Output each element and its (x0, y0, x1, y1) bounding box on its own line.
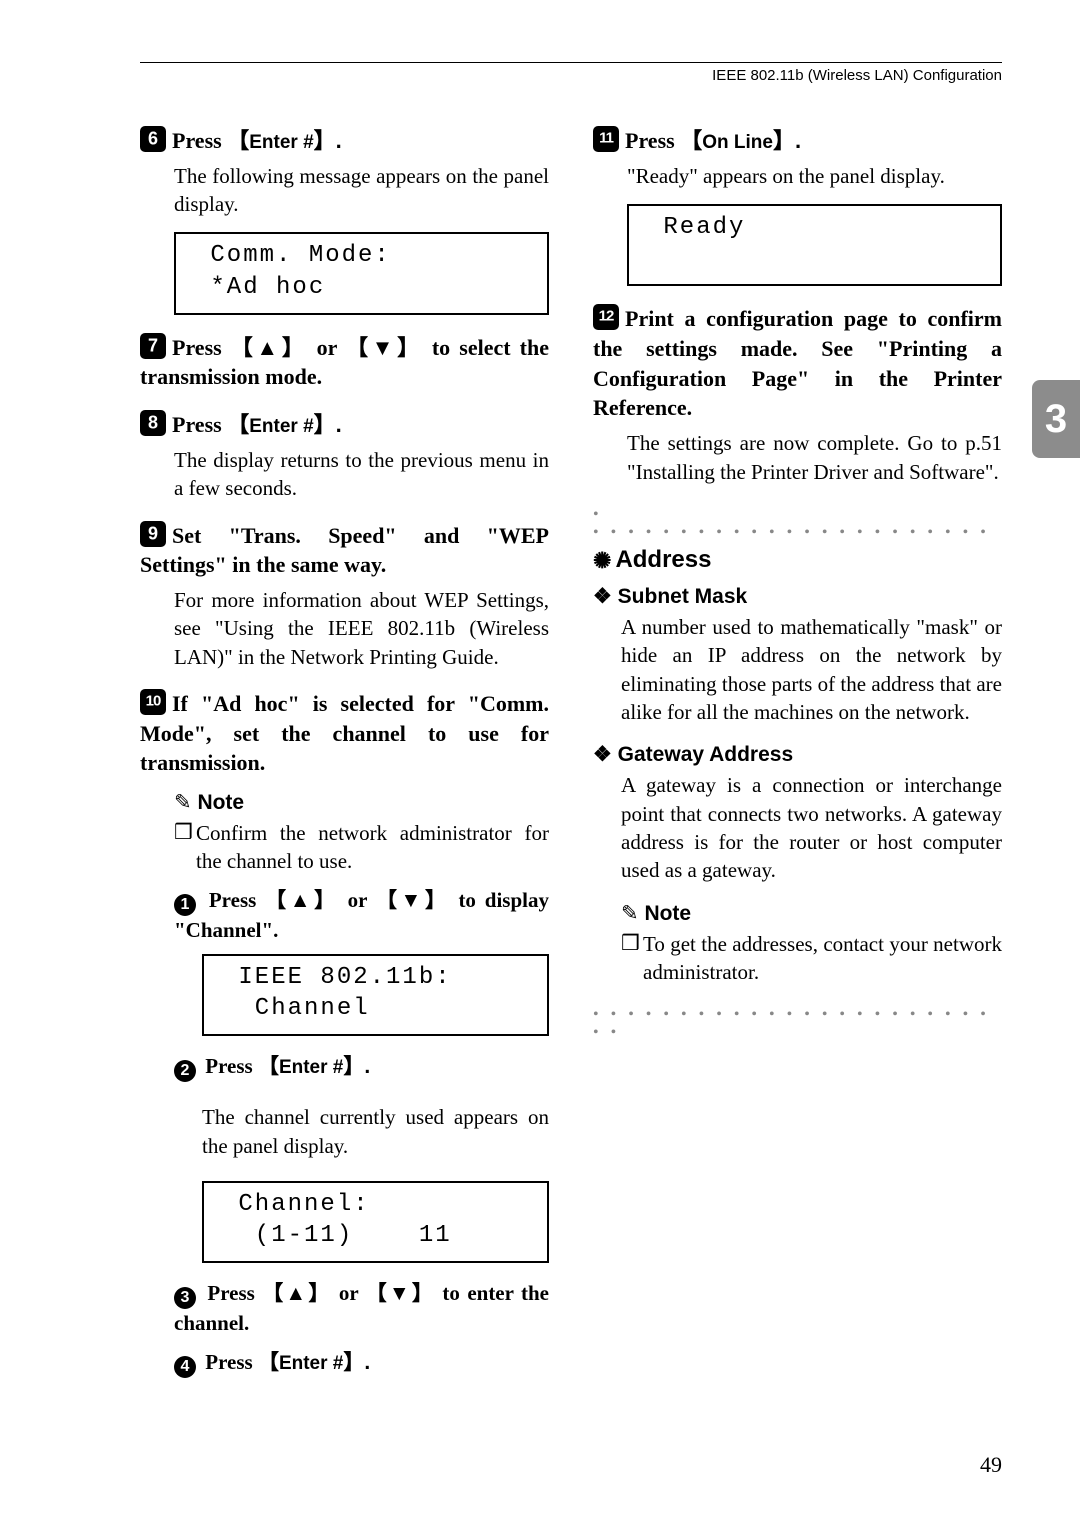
up-key-icon: 【▲】 (231, 335, 308, 360)
separator-dots-end: • • • • • • • • • • • • • • • • • • • • … (593, 1006, 1002, 1042)
up-key-icon: 【▲】 (262, 1282, 331, 1305)
lcd-ready: Ready (627, 204, 1002, 286)
note2-list: ❒To get the addresses, contact your netw… (621, 930, 1002, 987)
note2-item: To get the addresses, contact your netwo… (643, 930, 1002, 987)
note-heading: Note (174, 790, 549, 815)
chapter-tab: 3 (1032, 380, 1080, 458)
step-11-body: "Ready" appears on the panel display. (627, 162, 1002, 190)
step-7-icon: 7 (140, 333, 166, 359)
online-key-label: On Line (702, 132, 773, 153)
substep-2-body: The channel currently used appears on th… (202, 1103, 549, 1160)
lcd-ieee: IEEE 802.11b: Channel (202, 954, 549, 1036)
substep-4: 4 Press 【Enter #】. (174, 1348, 549, 1378)
step-6-body: The following message appears on the pan… (174, 162, 549, 219)
step-9-body: For more information about WEP Settings,… (174, 586, 549, 671)
step-12-body: The settings are now complete. Go to p.5… (627, 429, 1002, 486)
right-column: 11Press 【On Line】. "Ready" appears on th… (593, 108, 1002, 1384)
page-number: 49 (980, 1452, 1002, 1478)
step-8-icon: 8 (140, 410, 166, 436)
lcd-comm-mode: Comm. Mode: *Ad hoc (174, 232, 549, 314)
down-key-icon: 【▼】 (366, 1282, 435, 1305)
up-key-icon: 【▲】 (265, 889, 339, 912)
checkbox-icon: ❒ (174, 819, 196, 876)
step-10-heading: 10If "Ad hoc" is selected for "Comm. Mod… (140, 689, 549, 778)
step-9-heading: 9Set "Trans. Speed" and "WEP Settings" i… (140, 521, 549, 580)
substep-3: 3 Press 【▲】 or 【▼】 to enter the channel. (174, 1279, 549, 1337)
down-key-icon: 【▼】 (346, 335, 423, 360)
subnet-heading: Subnet Mask (593, 584, 1002, 609)
enter-key-label: Enter # (279, 1057, 343, 1078)
step-6-heading: 6Press 【Enter #】. (140, 126, 549, 156)
step-8-body: The display returns to the previous menu… (174, 446, 549, 503)
checkbox-icon: ❒ (621, 930, 643, 987)
note-item: Confirm the network administrator for th… (196, 819, 549, 876)
substep-4-icon: 4 (174, 1356, 196, 1378)
step-6-icon: 6 (140, 126, 166, 152)
step-7-heading: 7Press 【▲】 or 【▼】 to select the transmis… (140, 333, 549, 392)
down-key-icon: 【▼】 (376, 889, 450, 912)
step-9-icon: 9 (140, 521, 166, 547)
left-column: 6Press 【Enter #】. The following message … (140, 108, 549, 1384)
subnet-body: A number used to mathematically "mask" o… (621, 613, 1002, 726)
page-header: IEEE 802.11b (Wireless LAN) Configuratio… (140, 67, 1002, 84)
substep-1: 1 Press 【▲】 or 【▼】 to display "Channel". (174, 886, 549, 944)
lcd-channel: Channel: (1-11) 11 (202, 1181, 549, 1263)
gateway-heading: Gateway Address (593, 742, 1002, 767)
separator-dots: •• • • • • • • • • • • • • • • • • • • •… (593, 506, 1002, 542)
step-10-icon: 10 (140, 689, 166, 715)
address-heading: ✺Address (593, 546, 1002, 574)
header-rule (140, 62, 1002, 63)
step-8-heading: 8Press 【Enter #】. (140, 410, 549, 440)
step-11-heading: 11Press 【On Line】. (593, 126, 1002, 156)
substep-1-icon: 1 (174, 894, 196, 916)
enter-key-label: Enter # (279, 1353, 343, 1374)
step-11-icon: 11 (593, 126, 619, 152)
enter-key-label: Enter # (249, 416, 313, 437)
substep-2-icon: 2 (174, 1060, 196, 1082)
step-12-icon: 12 (593, 304, 619, 330)
substep-2: 2 Press 【Enter #】. (174, 1052, 549, 1082)
substep-3-icon: 3 (174, 1287, 196, 1309)
step-12-heading: 12Print a configuration page to confirm … (593, 304, 1002, 423)
gateway-body: A gateway is a connection or interchange… (621, 771, 1002, 884)
enter-key-label: Enter # (249, 132, 313, 153)
note-list: ❒Confirm the network administrator for t… (174, 819, 549, 876)
gear-icon: ✺ (593, 548, 611, 574)
note2-heading: Note (621, 901, 1002, 926)
